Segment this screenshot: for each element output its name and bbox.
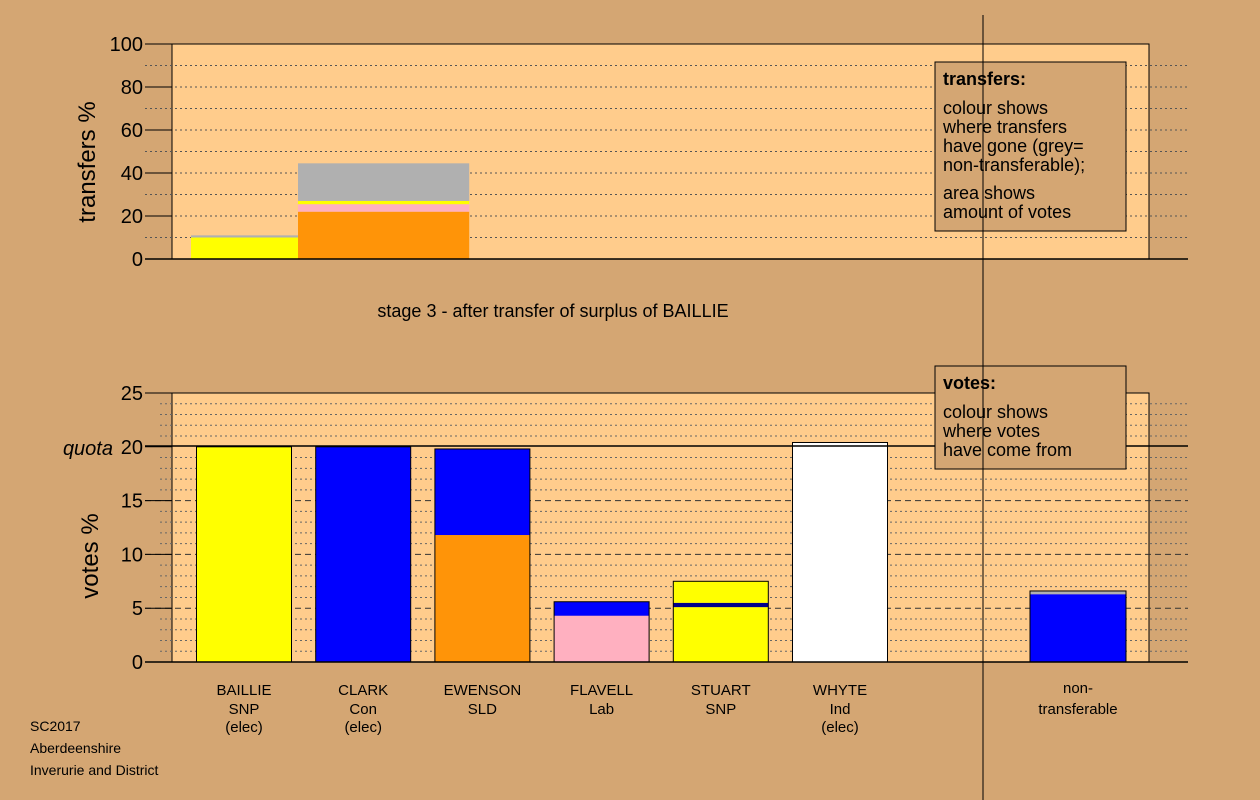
votes-legend: votes: colour shows where votes have com… — [934, 365, 1127, 470]
transfers-legend-line: where transfers — [942, 117, 1067, 137]
candidate-party-label: Con — [349, 701, 377, 718]
transfers-y-tick-label: 100 — [110, 34, 143, 56]
candidate-party-label: SLD — [468, 701, 497, 718]
nontransferable-segment — [1030, 590, 1126, 595]
transfers-y-tick-label: 60 — [121, 120, 143, 142]
transfers-legend-line: amount of votes — [943, 202, 1071, 222]
votes-y-tick-label: 0 — [132, 652, 143, 674]
transfer-segment — [298, 211, 470, 259]
votes-legend-line: have come from — [943, 440, 1072, 460]
vote-segment — [554, 615, 650, 662]
candidate-elected-label: (elec) — [821, 719, 859, 736]
transfers-y-tick-label: 20 — [121, 206, 143, 228]
candidate-name-label: WHYTE — [813, 682, 867, 699]
nontransferable-label-line2: transferable — [1038, 701, 1117, 718]
footer-council: Aberdeenshire — [30, 740, 121, 756]
votes-legend-title: votes: — [943, 373, 996, 393]
vote-segment — [792, 442, 888, 662]
candidate-elected-label: (elec) — [225, 719, 263, 736]
transfers-panel: 0 20 40 60 80 100 transfers % stage 3 - after… — [74, 34, 1188, 321]
candidate-name-label: STUART — [691, 682, 751, 699]
votes-y-tick-label: 5 — [132, 598, 143, 620]
quota-label: quota — [63, 438, 113, 460]
votes-y-tick-label: 10 — [121, 544, 143, 566]
transfers-legend: transfers: colour shows where transfers … — [934, 61, 1127, 232]
candidate-party-label: Ind — [830, 701, 851, 718]
footer-ward: Inverurie and District — [30, 762, 158, 778]
vote-segment — [434, 535, 530, 662]
vote-segment — [673, 581, 769, 603]
votes-legend-line: where votes — [942, 421, 1040, 441]
transfers-legend-line: area shows — [943, 183, 1035, 203]
transfer-segment — [191, 235, 298, 238]
transfers-y-tick-label: 0 — [132, 249, 143, 271]
candidate-party-label: Lab — [589, 701, 614, 718]
footer: SC2017 Aberdeenshire Inverurie and Distr… — [30, 718, 158, 778]
transfers-y-tick-label: 40 — [121, 163, 143, 185]
candidate-party-label: SNP — [705, 701, 736, 718]
transfer-segment — [298, 204, 470, 212]
vote-segment — [673, 607, 769, 662]
vote-segment — [315, 446, 411, 662]
transfers-y-axis-label: transfers % — [74, 101, 101, 222]
candidate-name-label: BAILLIE — [216, 682, 271, 699]
vote-segment — [196, 446, 292, 662]
vote-segment — [434, 448, 530, 536]
candidate-name-label: FLAVELL — [570, 682, 633, 699]
votes-y-tick-label: 25 — [121, 383, 143, 405]
vote-segment — [554, 601, 650, 616]
transfers-legend-line: colour shows — [943, 98, 1048, 118]
footer-election: SC2017 — [30, 718, 81, 734]
transfers-legend-line: non-transferable); — [943, 155, 1085, 175]
transfer-segment — [298, 163, 470, 201]
votes-legend-line: colour shows — [943, 402, 1048, 422]
candidate-elected-label: (elec) — [344, 719, 382, 736]
votes-y-axis-label: votes % — [77, 513, 104, 598]
votes-y-tick-label: 20 — [121, 437, 143, 459]
nontransferable-label-line1: non- — [1063, 680, 1093, 697]
transfer-segment — [298, 200, 470, 205]
transfers-legend-line: have gone (grey= — [943, 136, 1084, 156]
vote-segment — [673, 602, 769, 608]
transfers-y-tick-label: 80 — [121, 77, 143, 99]
votes-y-tick-label: 15 — [121, 491, 143, 513]
candidate-name-label: CLARK — [338, 682, 388, 699]
candidate-party-label: SNP — [229, 701, 260, 718]
nontransferable-segment — [1030, 594, 1126, 662]
transfer-segment — [191, 237, 298, 259]
candidate-name-label: EWENSON — [444, 682, 522, 699]
stage-caption: stage 3 - after transfer of surplus of B… — [377, 301, 728, 321]
transfers-legend-title: transfers: — [943, 69, 1026, 89]
